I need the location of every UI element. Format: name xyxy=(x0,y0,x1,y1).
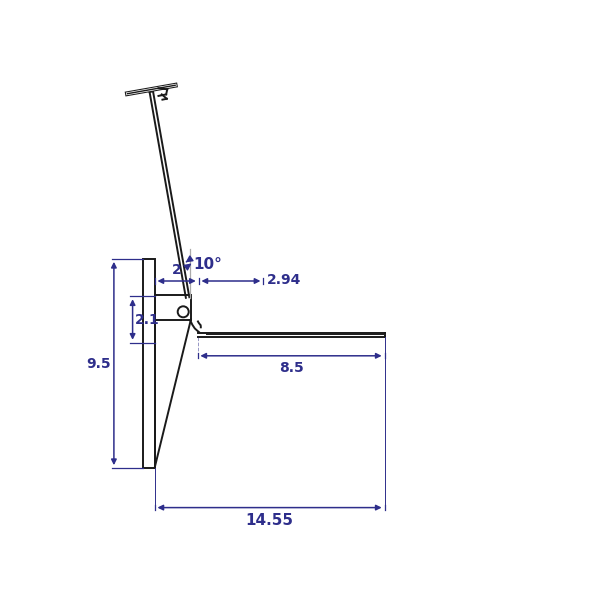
Text: 8.5: 8.5 xyxy=(278,361,304,374)
Text: 2.94: 2.94 xyxy=(266,273,301,287)
Text: 2: 2 xyxy=(172,263,181,277)
Text: 10°: 10° xyxy=(194,257,223,272)
Text: 2.1: 2.1 xyxy=(135,313,160,326)
Text: 9.5: 9.5 xyxy=(86,356,110,370)
Text: 14.55: 14.55 xyxy=(245,513,293,528)
